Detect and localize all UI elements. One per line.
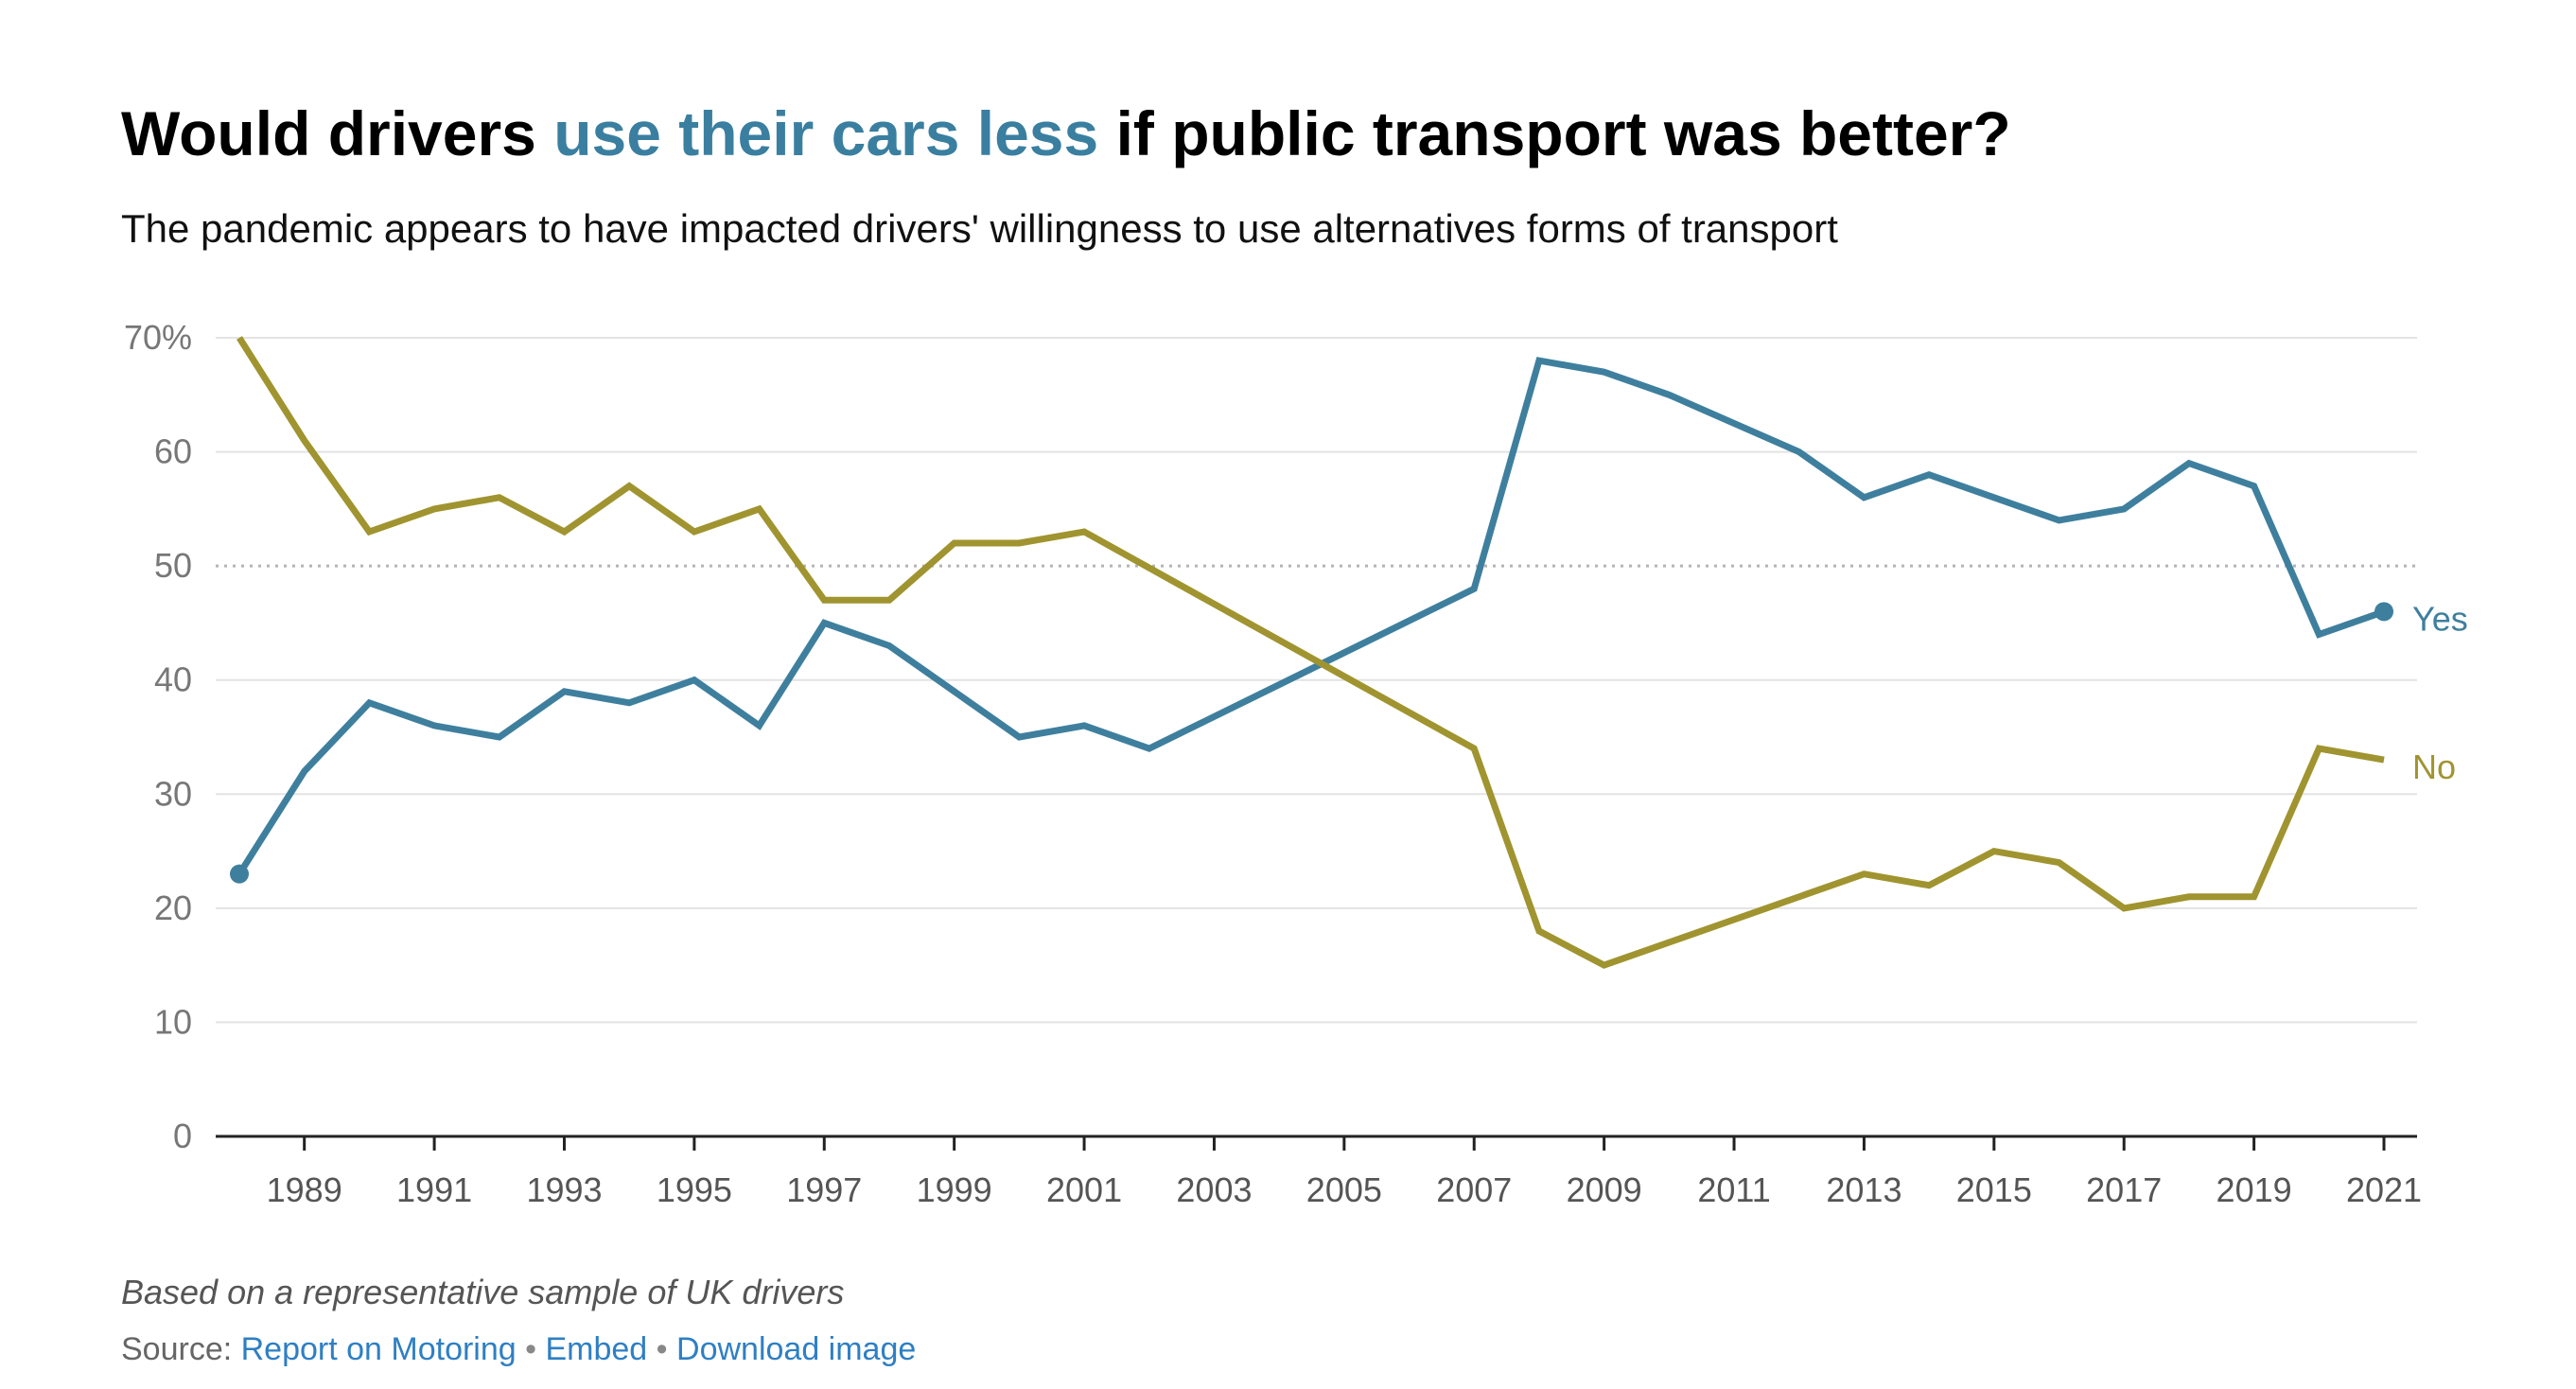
x-tick-label: 2005: [1306, 1170, 1382, 1209]
x-tick-label: 1997: [786, 1170, 862, 1209]
footer-note: Based on a representative sample of UK d…: [121, 1273, 845, 1311]
x-tick-label: 1999: [917, 1170, 992, 1209]
series-label-no: No: [2412, 747, 2456, 786]
source-link[interactable]: Report on Motoring: [240, 1331, 517, 1367]
title-highlight: use their cars less: [553, 98, 1099, 168]
x-tick-label: 2019: [2217, 1170, 2292, 1209]
x-tick-label: 2001: [1046, 1170, 1122, 1209]
x-tick-label: 2011: [1697, 1170, 1770, 1209]
x-tick-label: 2009: [1567, 1170, 1642, 1209]
y-tick-label: 40: [154, 660, 192, 699]
series-end-marker: [2374, 602, 2393, 622]
series-label-yes: Yes: [2412, 599, 2468, 638]
y-tick-label: 30: [154, 774, 192, 813]
y-tick-label: 70%: [124, 318, 192, 357]
series-line-no: [237, 336, 2385, 969]
x-tick-label: 2007: [1436, 1170, 1512, 1209]
x-tick-label: 1989: [267, 1170, 342, 1209]
separator: •: [656, 1331, 668, 1367]
x-tick-label: 1993: [526, 1170, 602, 1209]
x-tick-label: 1995: [657, 1170, 732, 1209]
x-axis-tick-labels: 1989 1991 1993 1995 1997 1999 2001 2003 2005 2007…: [267, 1170, 2422, 1209]
x-tick-label: 2015: [1956, 1170, 2032, 1209]
line-chart: 0 10 20 30 40 50 60 70% 1989 1991 1993 1995 1997 199…: [124, 318, 2468, 1209]
x-tick-label: 1991: [396, 1170, 472, 1209]
x-tick-label: 2013: [1826, 1170, 1901, 1209]
y-tick-label: 0: [173, 1116, 192, 1155]
download-image-link[interactable]: Download image: [676, 1331, 917, 1367]
title-part-after: if public transport was better?: [1098, 98, 2011, 168]
x-tick-label: 2017: [2086, 1170, 2162, 1209]
y-tick-label: 50: [154, 546, 192, 585]
x-tick-label: 2021: [2346, 1170, 2422, 1209]
footer-source: Source: Report on Motoring • Embed • Dow…: [121, 1327, 916, 1371]
chart-title: Would drivers use their cars less if pub…: [121, 91, 2011, 176]
series-lines: [230, 336, 2393, 969]
source-prefix: Source:: [121, 1331, 241, 1367]
series-labels: Yes No: [2412, 599, 2468, 786]
y-tick-label: 10: [154, 1002, 192, 1041]
series-line-yes: [237, 357, 2386, 876]
y-tick-label: 60: [154, 432, 192, 471]
x-tick-label: 2003: [1176, 1170, 1252, 1209]
series-start-marker: [230, 864, 249, 884]
x-axis: [216, 1134, 2417, 1151]
title-part-before: Would drivers: [121, 98, 554, 168]
embed-link[interactable]: Embed: [545, 1331, 648, 1367]
gridlines: [216, 337, 2417, 1024]
chart-subtitle: The pandemic appears to have impacted dr…: [121, 206, 1838, 251]
y-tick-label: 20: [154, 888, 192, 927]
separator: •: [525, 1331, 537, 1367]
y-axis-tick-labels: 0 10 20 30 40 50 60 70%: [124, 318, 192, 1155]
